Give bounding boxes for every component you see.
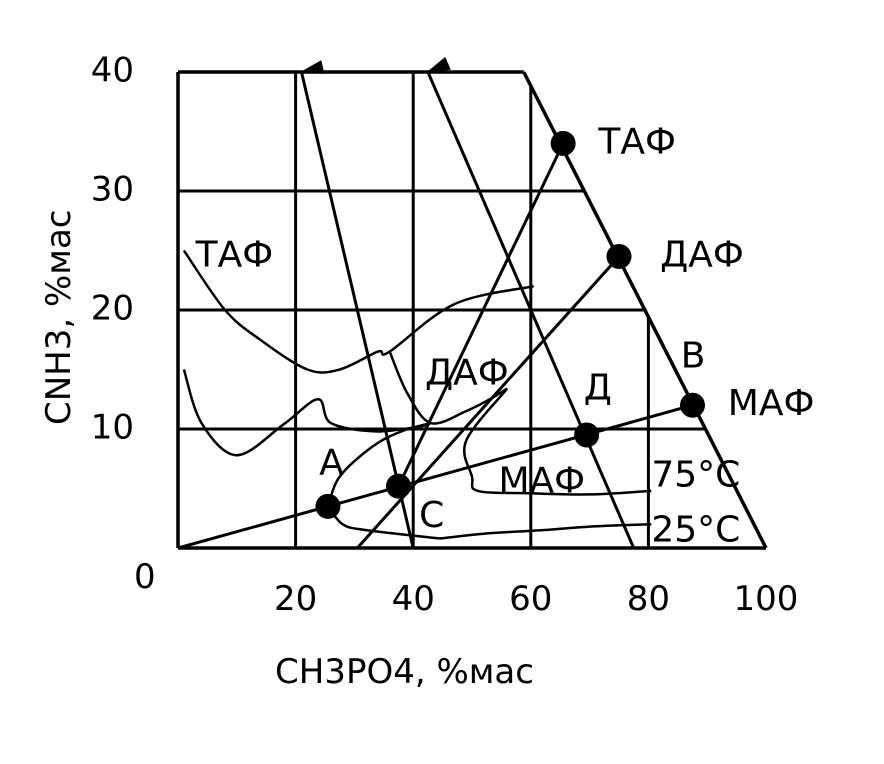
axis-ticks: 20 40 60 80 100 10 20 30 40 (91, 51, 799, 620)
curve-7 (463, 387, 652, 496)
y-tick-30: 30 (91, 170, 134, 210)
annotation-6: А (319, 443, 344, 484)
annotation-5: Д (584, 368, 612, 409)
phase-points (315, 130, 705, 519)
tie-line-1 (177, 403, 693, 550)
curve-1 (182, 249, 534, 374)
annotation-4: В (681, 336, 706, 377)
curve-2 (388, 351, 508, 425)
y-axis-label: CNH3, %мас (39, 210, 79, 425)
tie-line-5 (356, 255, 621, 550)
curve-4 (182, 369, 432, 457)
annotation-10: МАФ (498, 461, 585, 502)
x-tick-60: 60 (509, 579, 552, 619)
annotation-12: 25°С (651, 509, 740, 550)
x-tick-20: 20 (274, 579, 317, 619)
point-2 (606, 243, 632, 269)
annotations: ТАФ ДАФ МАФ В Д А С ТАФ ДАФ МАФ 75°С 25°С (195, 121, 815, 550)
origin-label: 0 (134, 557, 156, 597)
point-5 (315, 493, 341, 519)
tie-line-4 (426, 56, 636, 549)
point-4 (574, 422, 600, 448)
annotation-9: ДАФ (425, 352, 509, 393)
point-6 (386, 473, 411, 499)
annotation-7: С (419, 495, 444, 536)
x-tick-40: 40 (392, 579, 435, 619)
annotation-1: ТАФ (597, 121, 676, 162)
x-axis-label: CH3PO4, %мас (275, 652, 534, 692)
y-tick-40: 40 (91, 51, 134, 91)
solubility-curves (182, 249, 652, 540)
point-1 (550, 130, 576, 156)
x-tick-100: 100 (734, 579, 799, 619)
annotation-8: ТАФ (195, 234, 274, 275)
y-tick-10: 10 (91, 408, 134, 448)
tie-lines (177, 56, 693, 550)
annotation-2: ДАФ (660, 234, 744, 275)
x-tick-80: 80 (627, 579, 670, 619)
curve-5 (326, 421, 432, 507)
tie-line-2 (397, 142, 565, 487)
annotation-3: МАФ (728, 383, 815, 424)
point-3 (680, 392, 705, 418)
tie-line-3 (299, 60, 415, 549)
curve-3 (439, 522, 652, 540)
y-tick-20: 20 (91, 289, 134, 329)
annotation-11: 75°С (651, 455, 740, 496)
